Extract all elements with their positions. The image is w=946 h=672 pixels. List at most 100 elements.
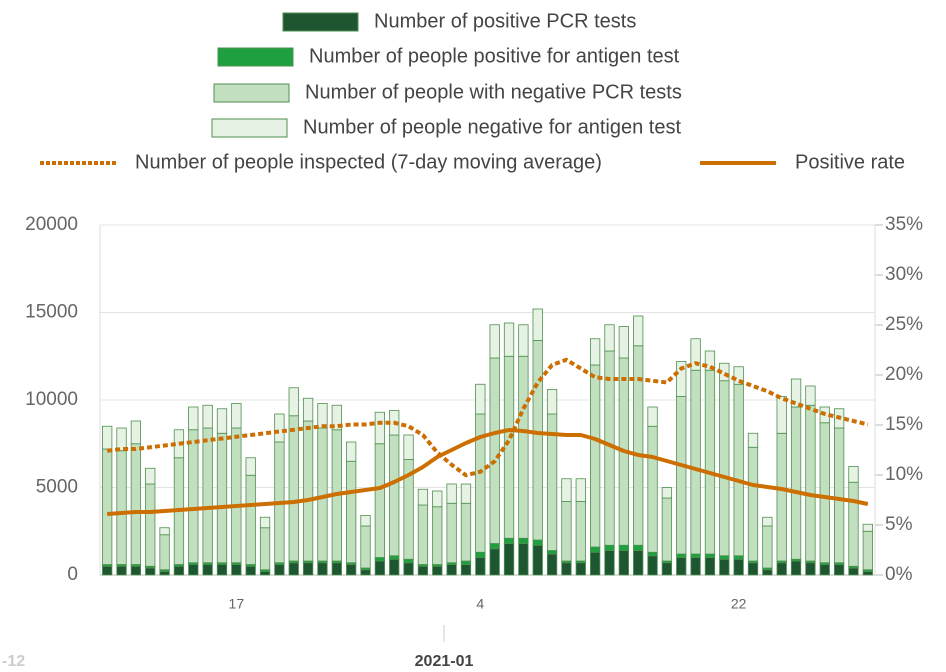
- bar-segment: [403, 558, 414, 564]
- bar-segment: [503, 537, 515, 544]
- bar-segment: [848, 466, 859, 483]
- bar-segment: [245, 457, 256, 476]
- bar-segment: [346, 460, 357, 564]
- bar-segment: [360, 569, 371, 576]
- bar-segment: [489, 543, 500, 550]
- bar-segment: [403, 434, 414, 460]
- bar-segment: [503, 355, 515, 539]
- bar-segment: [561, 478, 572, 502]
- bar-segment: [676, 557, 687, 576]
- bar-segment: [733, 383, 744, 557]
- bar-segment: [188, 564, 199, 576]
- bar-segment: [130, 443, 142, 565]
- bar-segment: [604, 544, 615, 551]
- bar-segment: [733, 558, 744, 576]
- bar-segment: [676, 553, 687, 558]
- bar-segment: [762, 525, 773, 569]
- bar-segment: [259, 516, 271, 529]
- bar-segment: [661, 562, 673, 576]
- y2-tick-label: 15%: [885, 414, 923, 435]
- bar-segment: [647, 555, 658, 576]
- bar-segment: [489, 324, 500, 359]
- bar-segment: [633, 345, 644, 546]
- bar-segment: [389, 434, 400, 557]
- bar-segment: [432, 490, 443, 508]
- legend-swatch: [213, 83, 290, 103]
- bar-segment: [446, 483, 457, 504]
- bar-segment: [130, 565, 142, 576]
- bar-segment: [432, 565, 443, 576]
- bar-segment: [848, 567, 859, 576]
- bar-segment: [159, 527, 170, 536]
- bar-segment: [288, 387, 299, 417]
- bar-segment: [733, 366, 744, 385]
- legend-label: Number of people negative for antigen te…: [303, 116, 681, 138]
- legend-swatch: [282, 12, 359, 32]
- bar-segment: [288, 562, 299, 576]
- bar-segment: [173, 565, 185, 576]
- y2-tick-label: 35%: [885, 214, 923, 235]
- bar-segment: [130, 420, 142, 445]
- bar-segment: [231, 403, 242, 429]
- bar-segment: [633, 315, 644, 347]
- bar-segment: [532, 544, 543, 576]
- y2-tick-label: 10%: [885, 464, 923, 485]
- bar-segment: [302, 562, 314, 576]
- bar-segment: [561, 562, 572, 576]
- bar-segment: [762, 516, 773, 527]
- y2-tick-label: 30%: [885, 264, 923, 285]
- bar-segment: [532, 308, 543, 341]
- bar-segment: [532, 539, 543, 546]
- bar-segment: [145, 467, 156, 485]
- bar-segment: [633, 544, 644, 551]
- bar-segment: [848, 481, 859, 567]
- bar-segment: [475, 551, 486, 558]
- bar-segment: [604, 324, 615, 352]
- bar-segment: [317, 562, 328, 576]
- bar-segment: [805, 385, 816, 406]
- bar-segment: [331, 404, 342, 431]
- bar-segment: [690, 553, 701, 558]
- bar-segment: [776, 396, 787, 434]
- bar-segment: [374, 443, 385, 558]
- bar-segment: [374, 560, 385, 576]
- bar-segment: [231, 564, 242, 576]
- legend-label: Number of positive PCR tests: [374, 10, 636, 32]
- bar-segment: [216, 564, 228, 576]
- bar-segment: [460, 564, 472, 576]
- legend-swatch: [217, 47, 294, 67]
- bar-segment: [747, 562, 759, 576]
- y-tick-label: 20000: [25, 214, 78, 235]
- line-series: [106, 357, 869, 478]
- bar-segment: [790, 406, 802, 560]
- bar-segment: [475, 383, 486, 415]
- bar-segment: [776, 562, 787, 576]
- bar-segment: [733, 555, 744, 560]
- bar-segment: [776, 432, 787, 562]
- bar-segment: [202, 404, 213, 429]
- bar-segment: [245, 474, 256, 565]
- bar-segment: [518, 537, 529, 544]
- y2-tick-label: 0%: [885, 564, 913, 585]
- bar-segment: [403, 562, 414, 576]
- bar-segment: [145, 567, 156, 576]
- bar-segment: [102, 448, 113, 565]
- bar-segment: [145, 483, 156, 567]
- y-tick-label: 5000: [36, 477, 78, 498]
- bar-segment: [647, 551, 658, 557]
- bar-segment: [546, 550, 558, 555]
- bar-segment: [503, 322, 515, 357]
- bar-segment: [546, 389, 558, 415]
- bar-segment: [116, 427, 127, 452]
- bar-segment: [546, 553, 558, 576]
- bar-segment: [819, 422, 830, 564]
- bar-segment: [862, 571, 873, 576]
- bar-segment: [202, 564, 213, 576]
- bar-segment: [231, 427, 242, 564]
- y-tick-label: 15000: [25, 302, 78, 323]
- legend-label: Number of people inspected (7-day moving…: [135, 151, 602, 173]
- line-series: [107, 428, 869, 516]
- bar-segment: [575, 478, 586, 502]
- bar-segment: [647, 425, 658, 553]
- bar-segment: [676, 396, 687, 555]
